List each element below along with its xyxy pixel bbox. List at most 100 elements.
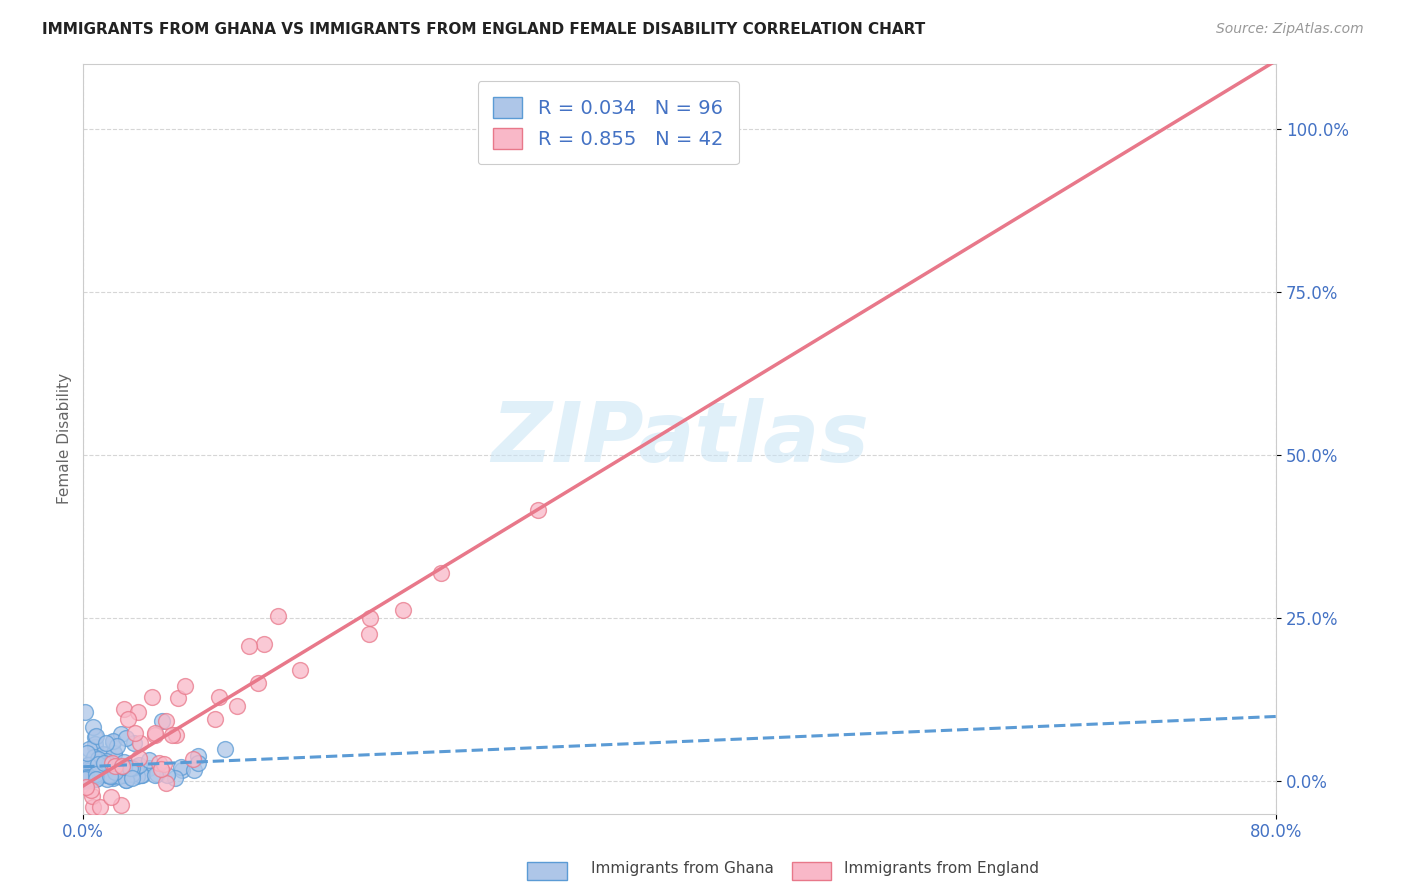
- Text: IMMIGRANTS FROM GHANA VS IMMIGRANTS FROM ENGLAND FEMALE DISABILITY CORRELATION C: IMMIGRANTS FROM GHANA VS IMMIGRANTS FROM…: [42, 22, 925, 37]
- Point: [103, 734, 125, 748]
- Point: [173, 680, 195, 694]
- Point: [143, 728, 166, 742]
- Point: [79, 771, 101, 785]
- Point: [83, 738, 105, 752]
- Point: [150, 714, 173, 728]
- Point: [101, 769, 124, 783]
- Point: [103, 746, 125, 760]
- Point: [84, 772, 107, 786]
- Point: [79, 741, 101, 756]
- Point: [131, 768, 153, 782]
- Point: [79, 763, 101, 777]
- Point: [143, 726, 166, 740]
- Point: [181, 751, 204, 765]
- Point: [84, 763, 107, 777]
- Point: [87, 756, 110, 771]
- Point: [87, 752, 110, 766]
- Point: [253, 637, 276, 651]
- Point: [148, 756, 170, 770]
- Text: ZIPatlas: ZIPatlas: [491, 399, 869, 479]
- Point: [214, 741, 236, 756]
- Point: [225, 698, 247, 713]
- Point: [160, 728, 183, 742]
- Point: [112, 702, 135, 716]
- Point: [121, 766, 143, 780]
- Point: [112, 760, 135, 774]
- Point: [115, 772, 138, 787]
- Point: [143, 767, 166, 781]
- Point: [108, 768, 131, 782]
- Point: [96, 772, 118, 786]
- Point: [83, 766, 105, 780]
- Point: [83, 740, 105, 755]
- Point: [73, 765, 96, 780]
- Point: [149, 763, 172, 777]
- Point: [104, 765, 127, 780]
- Point: [94, 754, 117, 768]
- Point: [117, 712, 139, 726]
- Point: [156, 768, 179, 782]
- Point: [246, 675, 269, 690]
- Point: [75, 770, 97, 784]
- Point: [359, 627, 381, 641]
- Point: [77, 757, 100, 772]
- Point: [90, 757, 112, 772]
- Point: [167, 691, 190, 706]
- Point: [103, 772, 125, 786]
- Text: Source: ZipAtlas.com: Source: ZipAtlas.com: [1216, 22, 1364, 37]
- Point: [155, 714, 177, 728]
- Point: [89, 756, 111, 770]
- Point: [84, 769, 107, 783]
- Point: [91, 767, 114, 781]
- Point: [79, 773, 101, 788]
- Point: [94, 736, 117, 750]
- Point: [82, 800, 104, 814]
- Point: [73, 766, 96, 780]
- Point: [204, 712, 226, 726]
- Point: [97, 747, 120, 761]
- Point: [97, 757, 120, 772]
- Y-axis label: Female Disability: Female Disability: [58, 373, 72, 504]
- Point: [84, 772, 107, 786]
- Point: [76, 762, 98, 776]
- Point: [98, 768, 121, 782]
- Point: [187, 756, 209, 771]
- Point: [79, 768, 101, 782]
- Point: [391, 603, 413, 617]
- Point: [155, 776, 177, 790]
- Point: [110, 798, 132, 813]
- Point: [75, 772, 97, 787]
- Point: [75, 773, 97, 788]
- Point: [129, 736, 152, 750]
- Point: [141, 690, 163, 705]
- Point: [80, 783, 103, 797]
- Point: [84, 731, 107, 745]
- Point: [359, 611, 381, 625]
- Point: [125, 760, 148, 774]
- Point: [165, 728, 187, 742]
- Point: [527, 503, 550, 517]
- Point: [127, 769, 149, 783]
- Point: [98, 769, 121, 783]
- Point: [129, 768, 152, 782]
- Point: [82, 789, 104, 803]
- Point: [73, 705, 96, 719]
- Point: [87, 762, 110, 776]
- Point: [76, 767, 98, 781]
- Point: [77, 773, 100, 788]
- Point: [138, 761, 160, 775]
- Point: [86, 729, 108, 743]
- Point: [101, 756, 124, 770]
- Point: [77, 757, 100, 772]
- Point: [101, 734, 124, 748]
- Text: Immigrants from England: Immigrants from England: [844, 861, 1039, 876]
- Point: [165, 771, 187, 785]
- Point: [290, 663, 312, 677]
- Point: [170, 763, 193, 777]
- Point: [121, 762, 143, 776]
- Point: [238, 639, 260, 653]
- Point: [84, 767, 107, 781]
- Point: [128, 751, 150, 765]
- Point: [110, 726, 132, 740]
- Point: [73, 764, 96, 779]
